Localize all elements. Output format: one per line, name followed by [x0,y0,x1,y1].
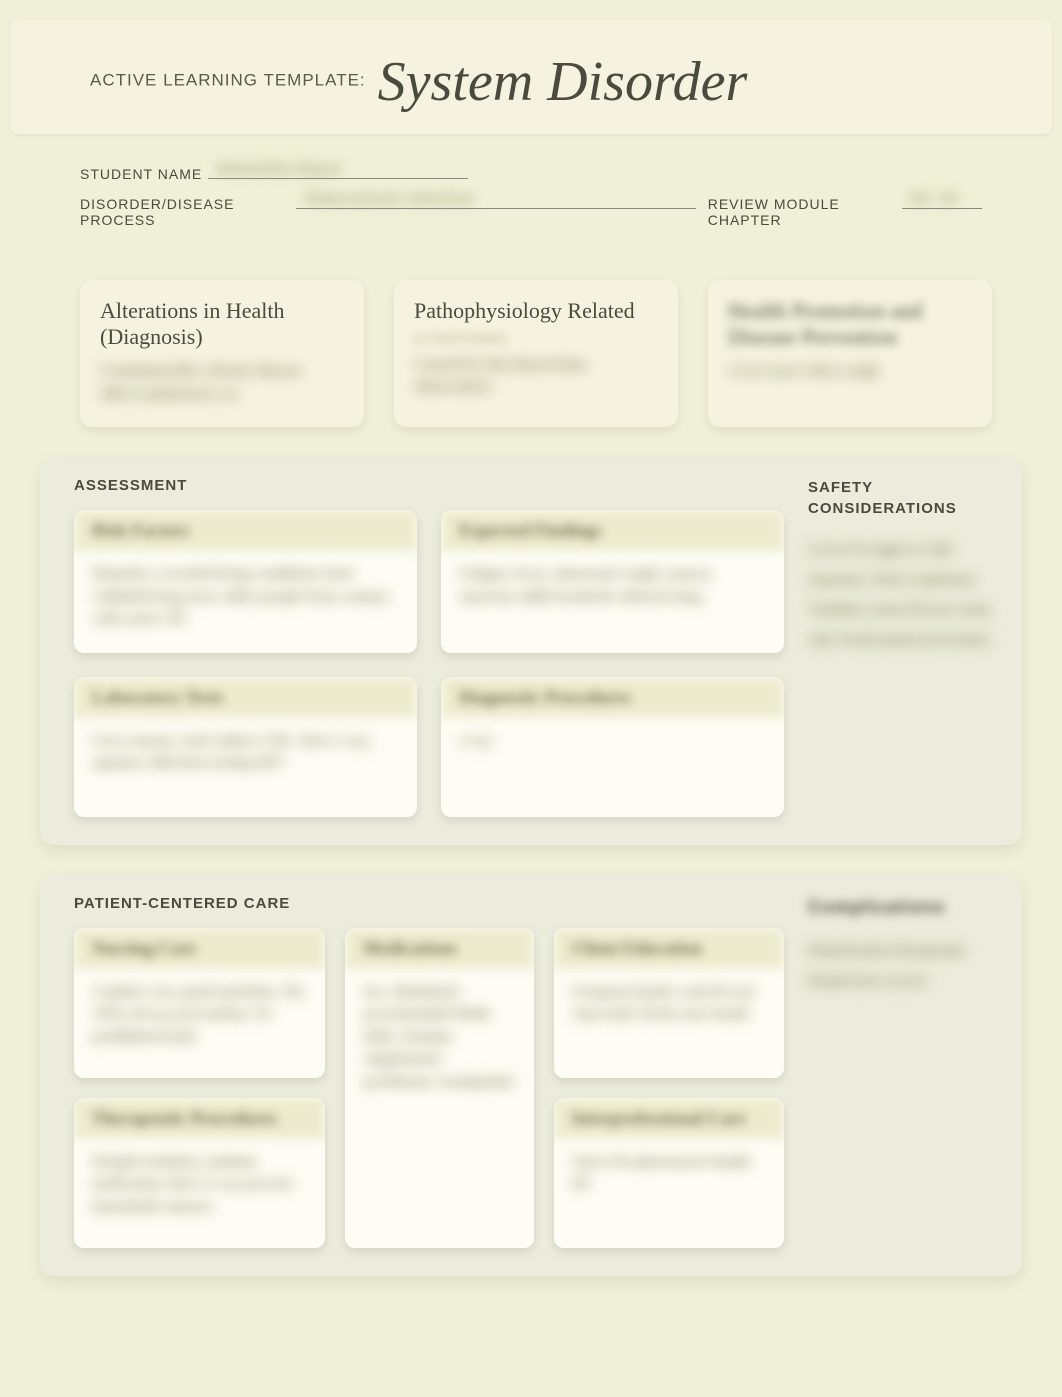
patho-title: Pathophysiology Related [414,298,658,324]
health-promo-body: Cover nose when cough [728,360,972,383]
therapeutic-body: Droplet isolation continue medication ch… [74,1139,325,1223]
nursing-care-head: Nursing Care [74,928,325,969]
assessment-left: ASSESSMENT Risk Factors Homeless crowded… [74,477,784,817]
interpro-card: Interprofessional Care Nurse Dr pharmaci… [554,1098,784,1248]
expected-findings-body: Fatigue, fever, abnormal cough, nausea, … [441,551,784,612]
pcc-title: PATIENT-CENTERED CARE [74,895,784,912]
complications-title: Complications [808,895,998,920]
student-name-label: STUDENT NAME [80,166,202,182]
nursing-care-card: Nursing Care Comfort rest, good nutritio… [74,928,325,1078]
page-root: ACTIVE LEARNING TEMPLATE: System Disorde… [0,20,1062,1397]
review-label: REVIEW MODULE CHAPTER [708,196,896,228]
patho-panel: Pathophysiology Related to Client Proble… [394,280,678,428]
form-fields: STUDENT NAME Samantha Hayes DISORDER/DIS… [0,134,1062,250]
client-education-body: Frequent hands wash Do not stop meds Was… [554,969,784,1030]
safety-sidebar: SAFETY CONSIDERATIONS Cover if cough or … [808,477,998,817]
disorder-value: Tuberculosis infection [304,190,474,206]
medications-card: Medications Iso, rifambutol pyrazinamide… [345,928,533,1248]
header: ACTIVE LEARNING TEMPLATE: System Disorde… [10,20,1052,134]
alterations-body: Communicable, chronic disease affects pu… [100,360,344,405]
pcc-section: PATIENT-CENTERED CARE Nursing Care Comfo… [40,875,1022,1276]
student-name-row: STUDENT NAME Samantha Hayes [80,162,982,182]
client-education-card: Client Education Frequent hands wash Do … [554,928,784,1078]
complications-sidebar: Complications Dehydration Pneumonia Resp… [808,895,998,1248]
client-education-head: Client Education [554,928,784,969]
assessment-section: ASSESSMENT Risk Factors Homeless crowded… [40,457,1022,845]
top-panels-row: Alterations in Health (Diagnosis) Commun… [0,250,1062,428]
alterations-panel: Alterations in Health (Diagnosis) Commun… [80,280,364,428]
expected-findings-head: Expected Findings [441,510,784,551]
disorder-line: Tuberculosis infection [296,192,696,209]
diag-procedures-head: Diagnostic Procedures [441,677,784,718]
health-promo-title: Health Promotion and Disease Prevention [728,298,972,351]
disorder-label: DISORDER/DISEASE PROCESS [80,196,290,228]
risk-factors-head: Risk Factors [74,510,417,551]
diag-procedures-card: Diagnostic Procedures x-ray [441,677,784,817]
interpro-body: Nurse Dr pharmacist family RT [554,1139,784,1200]
health-promo-panel: Health Promotion and Disease Prevention … [708,280,992,428]
medications-body: Iso, rifambutol pyrazinamide fluids dail… [345,969,533,1098]
student-name-line: Samantha Hayes [208,162,468,179]
pcc-left: PATIENT-CENTERED CARE Nursing Care Comfo… [74,895,784,1248]
patho-subtitle: to Client Problem [414,330,658,346]
template-label: ACTIVE LEARNING TEMPLATE: [90,71,366,90]
lab-tests-card: Laboratory Tests Liver enzym, stool cult… [74,677,417,817]
therapeutic-card: Therapeutic Procedures Droplet isolation… [74,1098,325,1248]
disorder-row: DISORDER/DISEASE PROCESS Tuberculosis in… [80,192,982,228]
diag-procedures-body: x-ray [441,718,784,757]
expected-findings-card: Expected Findings Fatigue, fever, abnorm… [441,510,784,653]
complications-body: Dehydration Pneumonia Respiratory arrest [808,936,998,996]
interpro-head: Interprofessional Care [554,1098,784,1139]
nursing-care-body: Comfort rest, good nutrition, TB, AFB, a… [74,969,325,1053]
review-line: Ch. 23 [902,192,982,209]
lab-tests-head: Laboratory Tests [74,677,417,718]
safety-title: SAFETY CONSIDERATIONS [808,477,998,519]
therapeutic-head: Therapeutic Procedures [74,1098,325,1139]
review-value: Ch. 23 [910,190,958,206]
alterations-title: Alterations in Health (Diagnosis) [100,298,344,351]
template-title: System Disorder [378,51,748,113]
medications-head: Medications [345,928,533,969]
lab-tests-body: Liver enzym, stool culture CBC chest x-r… [74,718,417,779]
risk-factors-body: Homeless crowded living conditions food … [74,551,417,635]
risk-factors-card: Risk Factors Homeless crowded living con… [74,510,417,653]
student-name-value: Samantha Hayes [216,160,342,176]
assessment-title: ASSESSMENT [74,477,784,494]
patho-body: Caused by Mycobacterium tuberculosis [414,354,658,399]
safety-body: Cover if cough or with exposure. Wear re… [808,535,998,655]
